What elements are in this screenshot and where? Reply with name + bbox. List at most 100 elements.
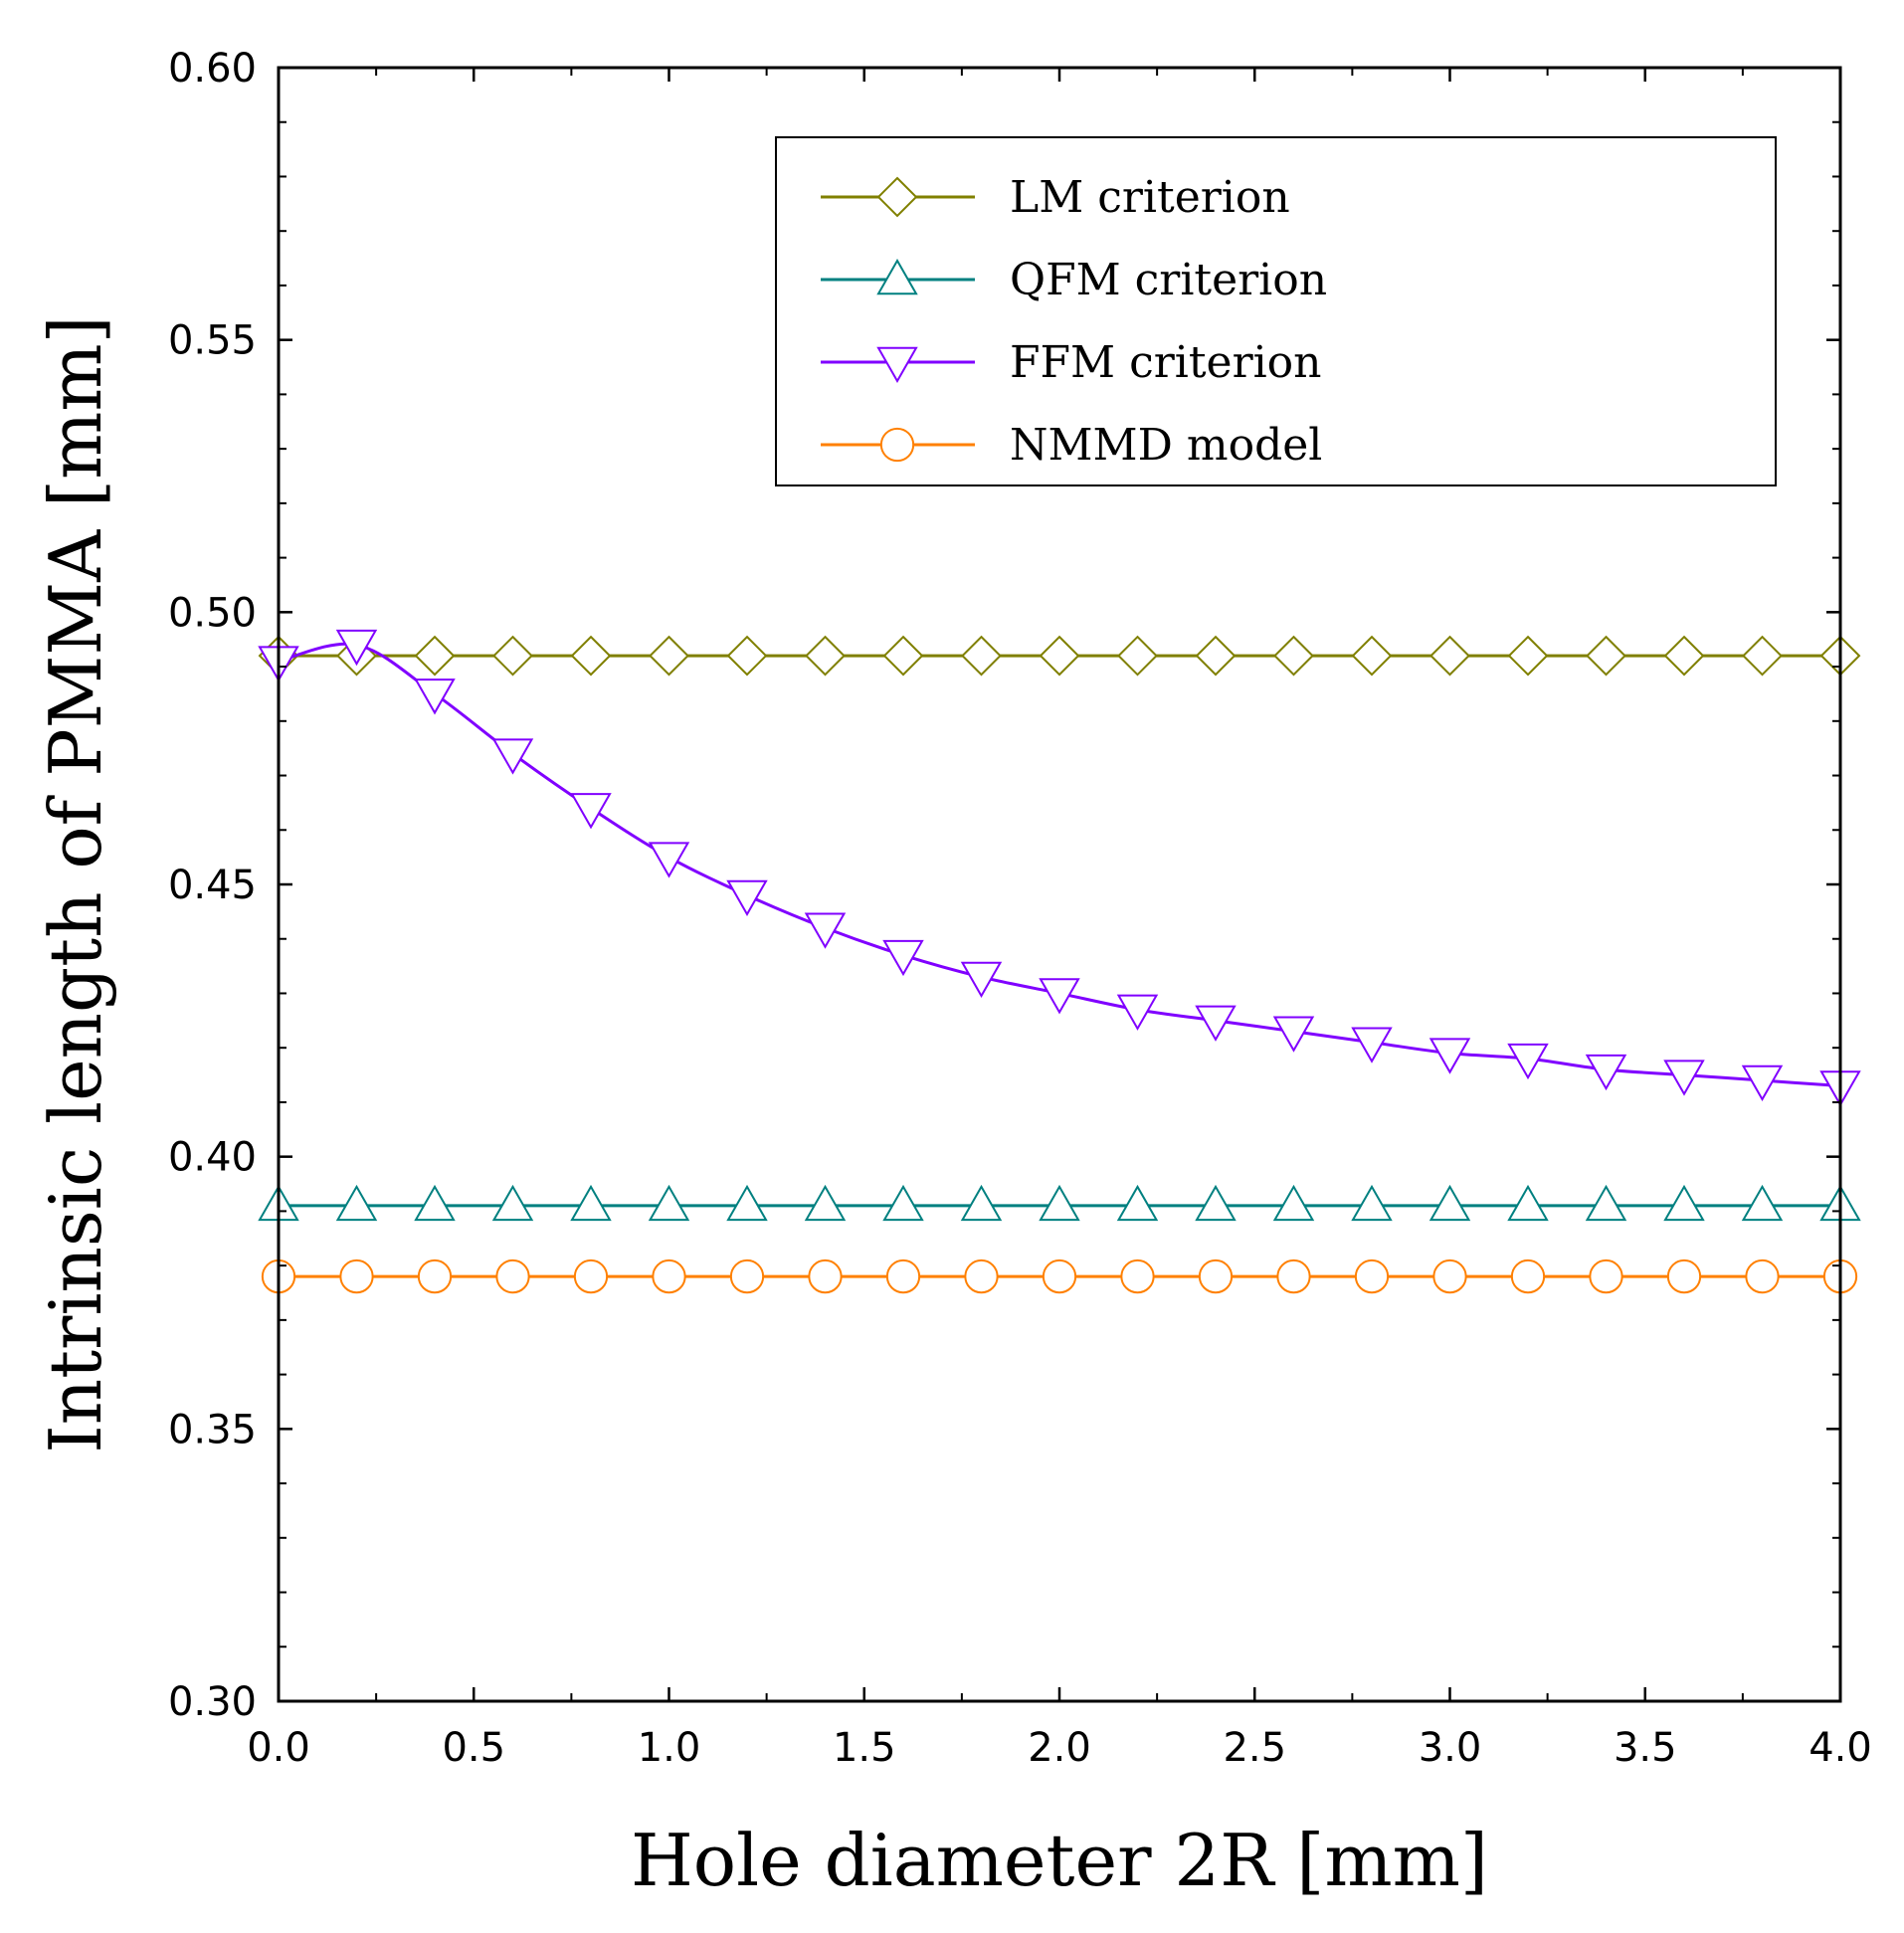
- data-point: [1507, 635, 1549, 677]
- data-point: [1510, 1258, 1546, 1294]
- y-axis-title: Intrinsic length of PMMA [mm]: [34, 315, 117, 1452]
- legend-item: LM criterion: [821, 172, 1290, 223]
- data-point: [1039, 978, 1080, 1015]
- data-point: [1507, 1184, 1549, 1222]
- data-point: [1195, 1184, 1237, 1222]
- data-point: [335, 1184, 378, 1222]
- data-point: [1585, 1054, 1627, 1091]
- y-tick-label: 0.60: [168, 46, 257, 92]
- data-point: [961, 635, 1002, 677]
- data-point: [1351, 635, 1393, 677]
- data-point: [1198, 1258, 1234, 1294]
- x-tick-label: 0.5: [442, 1725, 505, 1771]
- x-tick-label: 2.5: [1223, 1725, 1286, 1771]
- data-point: [1354, 1258, 1390, 1294]
- data-point: [1745, 1258, 1780, 1294]
- data-point: [1276, 1258, 1311, 1294]
- x-tick-label: 3.0: [1419, 1725, 1482, 1771]
- data-point: [804, 912, 847, 949]
- data-point: [1663, 1184, 1705, 1222]
- data-point: [652, 1258, 686, 1294]
- data-point: [335, 629, 378, 667]
- data-point: [1428, 1184, 1471, 1222]
- data-point: [1195, 1005, 1237, 1042]
- data-point: [1116, 994, 1159, 1031]
- data-point: [1039, 635, 1080, 677]
- x-tick-label: 2.0: [1028, 1725, 1091, 1771]
- data-point: [804, 1184, 847, 1222]
- data-point: [414, 1184, 456, 1222]
- data-point: [885, 1258, 921, 1294]
- x-tick-label: 0.0: [247, 1725, 310, 1771]
- data-point: [417, 1258, 453, 1294]
- data-point: [726, 635, 768, 677]
- x-axis-title: Hole diameter 2R [mm]: [631, 1819, 1488, 1902]
- x-tick-label: 1.5: [833, 1725, 896, 1771]
- legend-marker: [876, 346, 918, 384]
- data-point: [1507, 1043, 1549, 1080]
- data-point: [1039, 1184, 1080, 1222]
- data-point: [1117, 635, 1158, 677]
- data-point: [1351, 1184, 1393, 1222]
- data-point: [491, 1184, 534, 1222]
- data-point: [1666, 1258, 1702, 1294]
- data-point: [1741, 1184, 1784, 1222]
- series-layer: [258, 629, 1861, 1294]
- data-point: [1585, 1184, 1627, 1222]
- y-tick-label: 0.55: [168, 318, 257, 364]
- data-point: [726, 879, 768, 916]
- data-point: [960, 1184, 1003, 1222]
- data-point: [570, 1184, 612, 1222]
- legend-marker: [876, 176, 918, 218]
- data-point: [1589, 1258, 1623, 1294]
- y-tick-label: 0.50: [168, 590, 257, 636]
- data-point: [1195, 635, 1237, 677]
- data-point: [1586, 635, 1626, 677]
- data-point: [882, 939, 924, 977]
- series-circle: [261, 1258, 1858, 1294]
- data-point: [339, 1258, 374, 1294]
- data-point: [882, 1184, 924, 1222]
- y-tick-label: 0.45: [168, 863, 257, 908]
- legend: LM criterion QFM criterion FFM criterion NM…: [775, 136, 1777, 486]
- data-point: [414, 678, 456, 715]
- series-line: [278, 642, 1841, 1088]
- data-point: [1428, 1038, 1471, 1074]
- data-point: [808, 1258, 843, 1294]
- data-point: [495, 1258, 530, 1294]
- legend-label: NMMD model: [1010, 420, 1322, 471]
- legend-box: [775, 136, 1777, 486]
- data-point: [1663, 635, 1705, 677]
- legend-item: QFM criterion: [821, 255, 1327, 305]
- data-point: [492, 635, 533, 677]
- data-point: [964, 1258, 999, 1294]
- legend-marker: [879, 427, 915, 463]
- data-point: [729, 1258, 765, 1294]
- data-point: [882, 635, 924, 677]
- data-point: [491, 738, 534, 775]
- data-point: [649, 635, 689, 677]
- legend-label: LM criterion: [1010, 172, 1290, 223]
- legend-marker: [876, 258, 918, 295]
- data-point: [570, 793, 612, 830]
- data-point: [1272, 1184, 1315, 1222]
- data-point: [414, 635, 456, 677]
- legend-label: FFM criterion: [1010, 337, 1322, 388]
- series-triangle-down: [258, 629, 1861, 1107]
- y-tick-label: 0.30: [168, 1679, 257, 1725]
- data-point: [570, 635, 612, 677]
- data-point: [1351, 1027, 1393, 1063]
- data-point: [648, 1184, 690, 1222]
- data-point: [726, 1184, 768, 1222]
- x-tick-label: 3.5: [1614, 1725, 1677, 1771]
- data-point: [1742, 635, 1783, 677]
- legend-item: NMMD model: [821, 420, 1322, 471]
- y-tick-label: 0.40: [168, 1135, 257, 1181]
- data-point: [805, 635, 846, 677]
- legend-label: QFM criterion: [1010, 255, 1327, 305]
- x-tick-label: 4.0: [1809, 1725, 1872, 1771]
- data-point: [573, 1258, 609, 1294]
- plot-frame: [277, 66, 1842, 1703]
- data-point: [960, 961, 1003, 999]
